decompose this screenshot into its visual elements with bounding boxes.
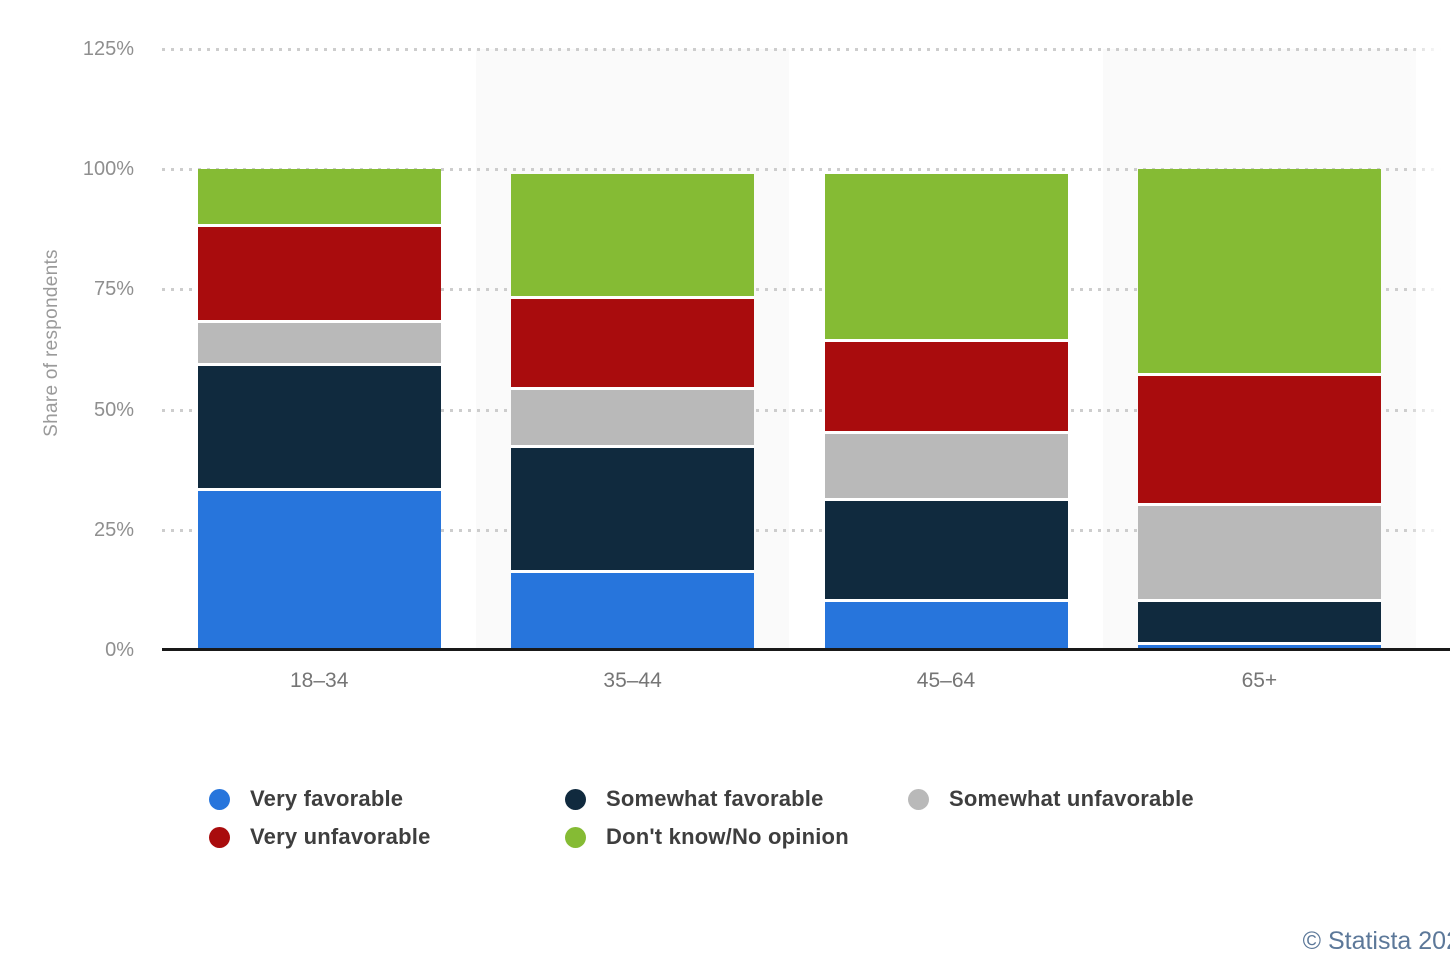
bar-segment-45-64-very-unfavorable[interactable] (824, 342, 1068, 434)
bar-segment-35-44-very-unfavorable[interactable] (511, 299, 755, 391)
bar-segment-65-don-t-know-no-opinion[interactable] (1137, 169, 1381, 376)
legend-marker-icon (209, 788, 230, 810)
bar-segment-18-34-somewhat-favorable[interactable] (197, 366, 441, 492)
legend-label: Don't know/No opinion (606, 824, 849, 849)
bar-segment-35-44-somewhat-unfavorable[interactable] (511, 390, 755, 449)
bar-segment-65-very-unfavorable[interactable] (1137, 375, 1381, 506)
bar-segment-45-64-somewhat-unfavorable[interactable] (824, 433, 1068, 501)
bar-segment-45-64-very-favorable[interactable] (824, 601, 1068, 650)
legend-item-somewhat-unfavorable[interactable]: Somewhat unfavorable (908, 786, 1194, 812)
gridline-125 (162, 48, 1450, 51)
gridline-75 (162, 288, 1450, 292)
legend-label: Very unfavorable (250, 824, 431, 849)
bar-segment-65-somewhat-favorable[interactable] (1137, 601, 1381, 646)
gridline-25 (162, 528, 1450, 532)
y-tick-label-50: 50% (93, 398, 134, 421)
x-tick-label-18-34: 18–34 (289, 669, 349, 692)
legend-item-very-unfavorable[interactable]: Very unfavorable (209, 824, 431, 850)
legend-item-very-favorable[interactable]: Very favorable (209, 786, 403, 812)
legend-marker-icon (565, 788, 586, 810)
y-tick-label-125: 125% (82, 38, 134, 60)
x-tick-label-35-44: 35–44 (603, 669, 662, 692)
bar-segment-18-34-somewhat-unfavorable[interactable] (197, 323, 441, 367)
bar-segment-18-34-very-unfavorable[interactable] (197, 226, 441, 324)
y-tick-label-100: 100% (82, 158, 134, 181)
statista-credit[interactable]: © Statista 202 (1302, 927, 1450, 955)
y-tick-label-0: 0% (105, 639, 134, 661)
bar-segment-65-very-favorable[interactable] (1137, 645, 1381, 650)
bar-segment-18-34-very-favorable[interactable] (197, 491, 441, 650)
y-tick-label-25: 25% (93, 518, 134, 541)
gridline-50 (162, 408, 1450, 412)
bar-segment-18-34-don-t-know-no-opinion[interactable] (197, 169, 441, 227)
legend-label: Somewhat favorable (606, 786, 824, 811)
legend-label: Somewhat unfavorable (949, 786, 1194, 811)
bar-segment-35-44-very-favorable[interactable] (511, 573, 755, 650)
x-tick-label-45-64: 45–64 (916, 669, 976, 692)
legend-marker-icon (565, 826, 586, 848)
y-tick-label-75: 75% (93, 278, 134, 301)
bar-segment-45-64-somewhat-favorable[interactable] (824, 500, 1068, 602)
gridline-100 (162, 168, 1450, 172)
legend-item-don-t-know-no-opinion[interactable]: Don't know/No opinion (565, 824, 849, 850)
x-tick-label-65: 65+ (1241, 669, 1278, 692)
bar-segment-65-somewhat-unfavorable[interactable] (1137, 505, 1381, 602)
legend-marker-icon (209, 826, 230, 848)
legend-marker-icon (908, 788, 929, 810)
x-axis-line (162, 648, 1450, 651)
bar-segment-35-44-don-t-know-no-opinion[interactable] (511, 174, 755, 299)
bar-segment-35-44-somewhat-favorable[interactable] (511, 448, 755, 574)
legend-item-somewhat-favorable[interactable]: Somewhat favorable (565, 786, 824, 812)
legend-label: Very favorable (250, 786, 404, 811)
bar-segment-45-64-don-t-know-no-opinion[interactable] (824, 174, 1068, 343)
